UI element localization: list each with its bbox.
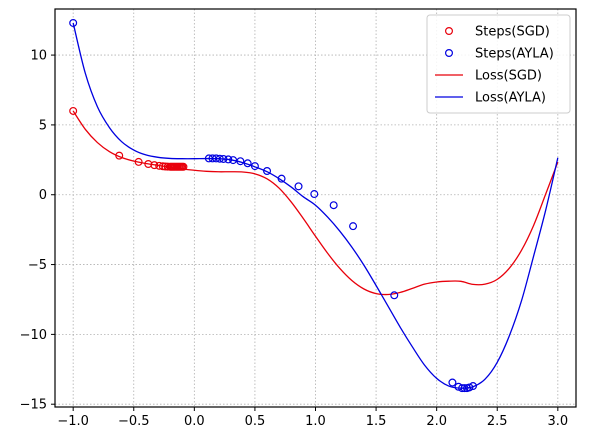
x-tick-label: 0.0	[184, 414, 205, 429]
data-point-steps-ayla	[277, 174, 286, 183]
data-point-steps-ayla	[250, 162, 259, 171]
data-point-steps-ayla	[448, 378, 457, 387]
y-tick-label: 0	[39, 188, 47, 203]
legend-label-loss-sgd: Loss(SGD)	[475, 69, 542, 84]
y-tick-label: −10	[20, 328, 47, 343]
data-point-steps-ayla	[69, 18, 78, 27]
legend-marker-steps-ayla	[445, 48, 454, 57]
data-point-steps-ayla	[215, 154, 224, 163]
x-tick-label: 1.5	[366, 414, 387, 429]
x-tick-label: −1.0	[57, 414, 89, 429]
data-point-steps-sgd	[150, 161, 159, 170]
y-tick-label: 10	[30, 49, 47, 64]
x-tick-label: 3.0	[547, 414, 568, 429]
data-point-steps-ayla	[329, 201, 338, 210]
data-point-steps-ayla	[243, 159, 252, 168]
data-point-steps-sgd	[134, 157, 143, 166]
data-point-steps-ayla	[263, 166, 272, 175]
legend: Steps(SGD) Steps(AYLA) Loss(SGD) Loss(AYLA)	[426, 14, 571, 114]
series-line-loss-sgd	[72, 110, 559, 296]
data-point-steps-ayla	[294, 182, 303, 191]
data-point-steps-ayla	[460, 384, 469, 393]
legend-marker-steps-sgd	[445, 27, 454, 36]
legend-box	[426, 14, 571, 114]
legend-label-steps-ayla: Steps(AYLA)	[475, 47, 554, 62]
x-tick-label: 0.5	[245, 414, 266, 429]
x-tick-label: 2.5	[487, 414, 508, 429]
axis-ticks: −1.0 −0.5 0.0 0.5 1.0 1.5 2.0 2.5 3.0 −15 −10 −5 0 5 1…	[20, 49, 569, 429]
data-point-steps-sgd	[144, 160, 153, 169]
x-tick-label: 2.0	[426, 414, 447, 429]
data-point-steps-ayla	[219, 154, 228, 163]
data-point-steps-sgd	[155, 161, 164, 170]
data-point-steps-ayla	[469, 382, 478, 391]
data-point-steps-ayla	[236, 157, 245, 166]
data-point-steps-sgd	[69, 106, 78, 115]
x-tick-label: 1.0	[305, 414, 326, 429]
y-tick-label: 5	[39, 118, 47, 133]
data-point-steps-ayla	[310, 190, 319, 199]
data-point-steps-ayla	[224, 155, 233, 164]
y-tick-label: −15	[20, 398, 47, 413]
y-tick-label: −5	[28, 258, 47, 273]
legend-label-loss-ayla: Loss(AYLA)	[475, 91, 546, 106]
data-point-steps-sgd	[179, 162, 188, 171]
legend-label-steps-sgd: Steps(SGD)	[475, 25, 550, 40]
data-point-steps-ayla	[465, 383, 474, 392]
data-point-steps-ayla	[229, 156, 238, 165]
data-point-steps-ayla	[390, 291, 399, 300]
series-markers	[69, 18, 478, 393]
x-tick-label: −0.5	[118, 414, 150, 429]
data-point-steps-ayla	[349, 222, 358, 231]
data-point-steps-sgd	[115, 151, 124, 160]
